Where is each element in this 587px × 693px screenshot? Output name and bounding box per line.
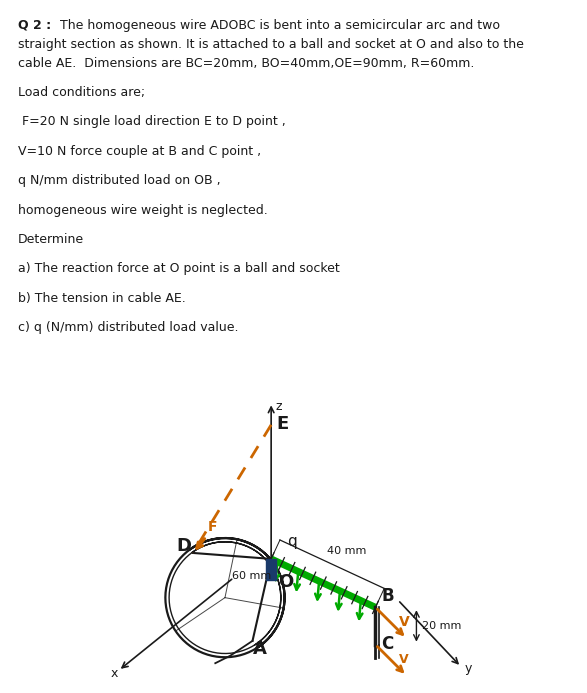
Text: 20 mm: 20 mm bbox=[423, 621, 462, 631]
Text: 40 mm: 40 mm bbox=[327, 545, 366, 556]
Text: straight section as shown. It is attached to a ball and socket at O and also to : straight section as shown. It is attache… bbox=[18, 37, 524, 51]
Text: z: z bbox=[276, 400, 282, 413]
Text: c) q (N/mm) distributed load value.: c) q (N/mm) distributed load value. bbox=[18, 321, 238, 334]
Text: F: F bbox=[208, 520, 217, 534]
Text: V: V bbox=[399, 653, 409, 667]
Text: q: q bbox=[288, 534, 297, 549]
Text: E: E bbox=[276, 414, 289, 432]
Text: C: C bbox=[382, 635, 394, 653]
Text: q N/mm distributed load on OB ,: q N/mm distributed load on OB , bbox=[18, 174, 220, 187]
Text: D: D bbox=[177, 536, 191, 554]
Text: The homogeneous wire ADOBC is bent into a semicircular arc and two: The homogeneous wire ADOBC is bent into … bbox=[60, 19, 500, 32]
Text: Determine: Determine bbox=[18, 233, 84, 246]
Text: x: x bbox=[111, 667, 119, 680]
Text: cable AE.  Dimensions are BC=20mm, BO=40mm,OE=90mm, R=60mm.: cable AE. Dimensions are BC=20mm, BO=40m… bbox=[18, 57, 474, 70]
Text: Load conditions are;: Load conditions are; bbox=[18, 86, 145, 99]
Text: F=20 N single load direction E to D point ,: F=20 N single load direction E to D poin… bbox=[18, 116, 285, 128]
Text: B: B bbox=[382, 588, 394, 606]
Text: homogeneous wire weight is neglected.: homogeneous wire weight is neglected. bbox=[18, 204, 267, 217]
Text: Q 2 :: Q 2 : bbox=[18, 19, 55, 32]
Text: y: y bbox=[465, 662, 472, 675]
Bar bbox=[266, 559, 276, 580]
Text: 60 mm: 60 mm bbox=[232, 571, 272, 581]
Text: V: V bbox=[399, 615, 410, 629]
Text: V=10 N force couple at B and C point ,: V=10 N force couple at B and C point , bbox=[18, 145, 261, 158]
Text: A: A bbox=[252, 640, 266, 658]
Text: a) The reaction force at O point is a ball and socket: a) The reaction force at O point is a ba… bbox=[18, 263, 339, 275]
Text: b) The tension in cable AE.: b) The tension in cable AE. bbox=[18, 292, 185, 305]
Text: O: O bbox=[279, 573, 294, 591]
